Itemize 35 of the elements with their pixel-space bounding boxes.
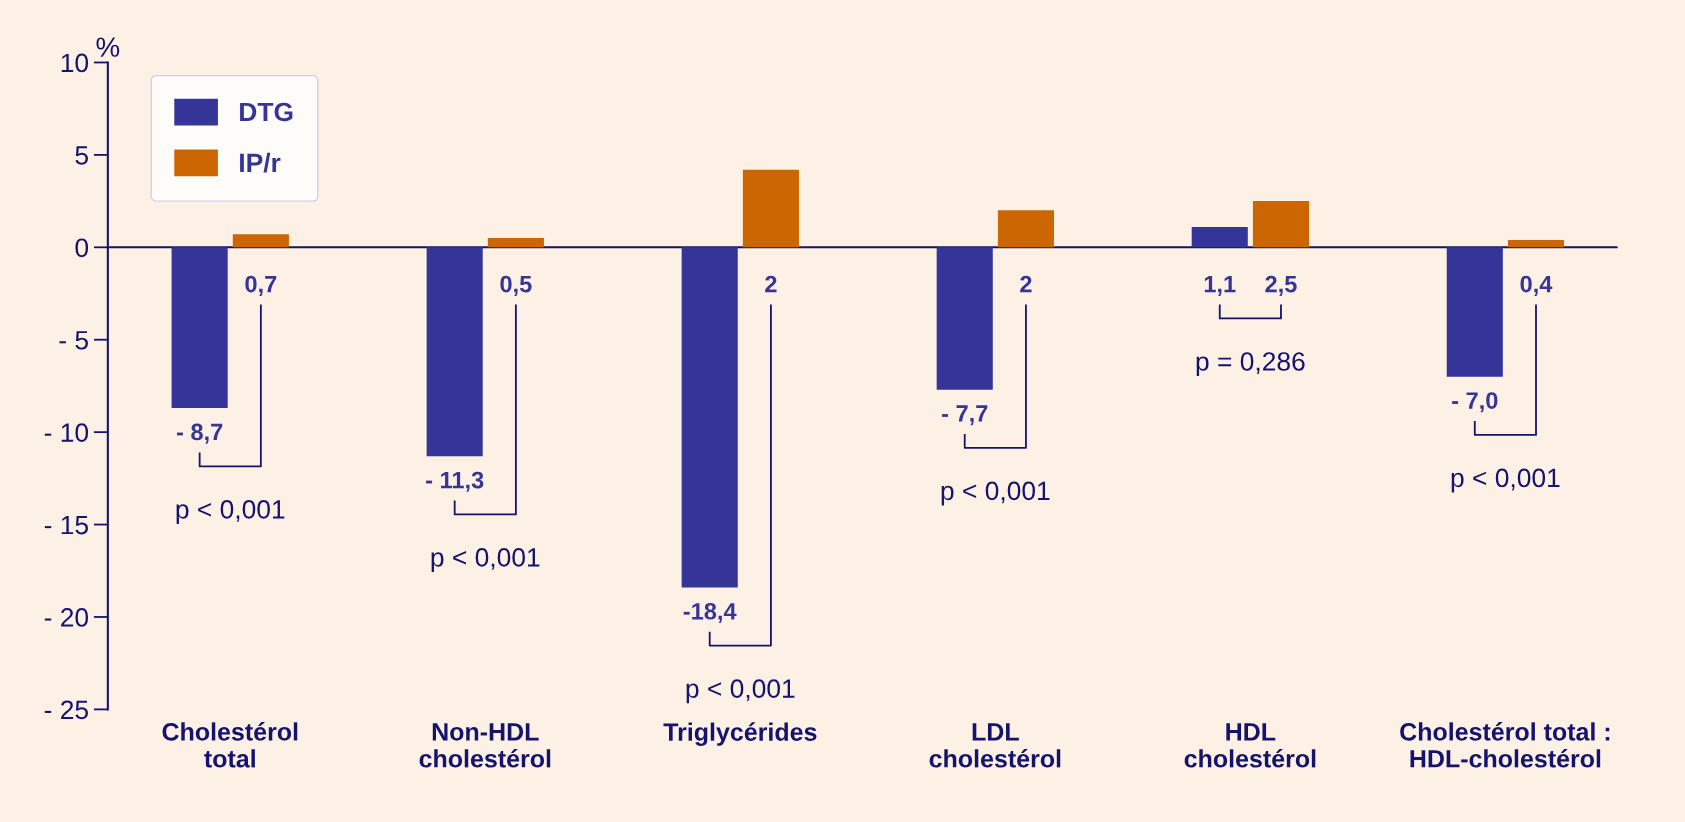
data-label: - 7,0 [1452, 392, 1498, 413]
y-axis-title: % [96, 37, 120, 57]
legend-label: IP/r [240, 152, 281, 173]
y-tick-label: - 10 [44, 423, 89, 442]
x-tick-label: HDL cholestérol [1184, 723, 1316, 768]
annotation: p < 0,001 [431, 548, 540, 572]
x-tick-label: Cholestérol total [162, 722, 298, 768]
y-tick-label: 5 [75, 146, 88, 165]
x-tick-label: Non-HDL cholestérol [419, 723, 551, 768]
legend-label: DTG [240, 102, 293, 122]
data-label: -18,4 [683, 602, 737, 624]
x-tick-label: Cholestérol total : HDL-cholestérol [1400, 722, 1610, 768]
y-tick-label: - 20 [44, 608, 89, 627]
annotation: p < 0,001 [176, 500, 285, 524]
data-label: 2 [1020, 275, 1032, 293]
y-tick-label: - 25 [44, 700, 88, 720]
data-label: 0,7 [245, 275, 277, 296]
data-label: 0,4 [1520, 275, 1553, 296]
x-tick-label: LDL cholestérol [929, 723, 1061, 768]
x-tick-label: Triglycérides [663, 722, 817, 746]
data-label: 1,1 [1204, 275, 1236, 296]
data-label: - 7,7 [942, 405, 988, 426]
y-tick-label: 0 [75, 238, 89, 258]
y-tick-label: - 5 [59, 331, 88, 350]
y-tick-label: 10 [61, 53, 89, 73]
y-tick-label: - 15 [44, 515, 88, 535]
data-label: - 11,3 [426, 471, 484, 492]
annotation: p < 0,001 [1451, 468, 1560, 493]
data-label: - 8,7 [176, 423, 223, 444]
annotation: 2 [765, 275, 777, 293]
data-label: 0,5 [500, 275, 532, 296]
annotation: p < 0,001 [941, 481, 1050, 506]
data-label: 2,5 [1265, 275, 1297, 296]
annotation: p = 0,286 [1196, 352, 1305, 377]
annotation: p < 0,001 [686, 679, 795, 704]
